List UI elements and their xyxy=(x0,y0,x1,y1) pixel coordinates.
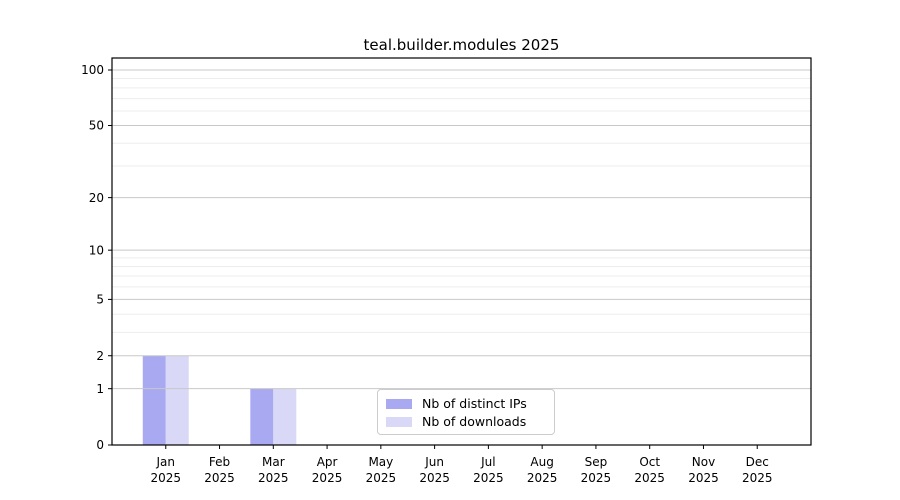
x-tick-label-year-apr: 2025 xyxy=(312,471,343,485)
x-tick-label-month-mar: Mar xyxy=(262,455,285,469)
x-tick-label-month-dec: Dec xyxy=(746,455,769,469)
x-tick-label-month-jan: Jan xyxy=(156,455,176,469)
legend-label-distinct-ips: Nb of distinct IPs xyxy=(422,396,527,411)
chart-title: teal.builder.modules 2025 xyxy=(363,36,560,54)
x-tick-label-year-may: 2025 xyxy=(366,471,397,485)
x-tick-label-year-feb: 2025 xyxy=(204,471,235,485)
y-tick-label-100: 100 xyxy=(81,63,104,77)
y-tick-label-50: 50 xyxy=(89,119,104,133)
legend-swatch-distinct-ips xyxy=(386,398,412,409)
bar-nb-of-downloads-jan xyxy=(165,355,189,445)
bar-nb-of-downloads-mar xyxy=(273,388,297,445)
x-tick-label-year-jun: 2025 xyxy=(419,471,450,485)
x-tick-label-year-aug: 2025 xyxy=(527,471,558,485)
x-tick-label-month-apr: Apr xyxy=(317,455,338,469)
x-tick-label-month-sep: Sep xyxy=(585,455,608,469)
legend-label-downloads: Nb of downloads xyxy=(422,414,527,429)
y-tick-label-20: 20 xyxy=(89,191,104,205)
y-tick-label-0: 0 xyxy=(96,438,104,452)
x-tick-label-year-dec: 2025 xyxy=(742,471,773,485)
axes-frame xyxy=(111,57,812,446)
x-tick-label-month-nov: Nov xyxy=(692,455,715,469)
x-tick-label-month-feb: Feb xyxy=(209,455,230,469)
x-tick-label-month-oct: Oct xyxy=(639,455,660,469)
y-tick-label-5: 5 xyxy=(96,293,104,307)
x-tick-label-year-mar: 2025 xyxy=(258,471,289,485)
legend-swatch-downloads xyxy=(386,416,412,427)
x-tick-label-month-jul: Jul xyxy=(480,455,495,469)
x-tick-label-month-aug: Aug xyxy=(530,455,553,469)
x-tick-label-month-jun: Jun xyxy=(424,455,444,469)
x-tick-label-year-sep: 2025 xyxy=(581,471,612,485)
y-tick-label-1: 1 xyxy=(96,382,104,396)
x-tick-label-month-may: May xyxy=(368,455,393,469)
legend-item-distinct-ips: Nb of distinct IPs xyxy=(386,395,546,412)
legend-item-downloads: Nb of downloads xyxy=(386,413,546,430)
bar-nb-of-distinct-ips-mar xyxy=(250,388,274,445)
x-tick-label-year-oct: 2025 xyxy=(634,471,665,485)
x-tick-label-year-jan: 2025 xyxy=(150,471,181,485)
x-tick-label-year-jul: 2025 xyxy=(473,471,504,485)
x-tick-label-year-nov: 2025 xyxy=(688,471,719,485)
y-tick-label-2: 2 xyxy=(96,349,104,363)
bar-nb-of-distinct-ips-jan xyxy=(142,355,166,445)
legend: Nb of distinct IPs Nb of downloads xyxy=(377,389,555,435)
y-tick-label-10: 10 xyxy=(89,243,104,257)
